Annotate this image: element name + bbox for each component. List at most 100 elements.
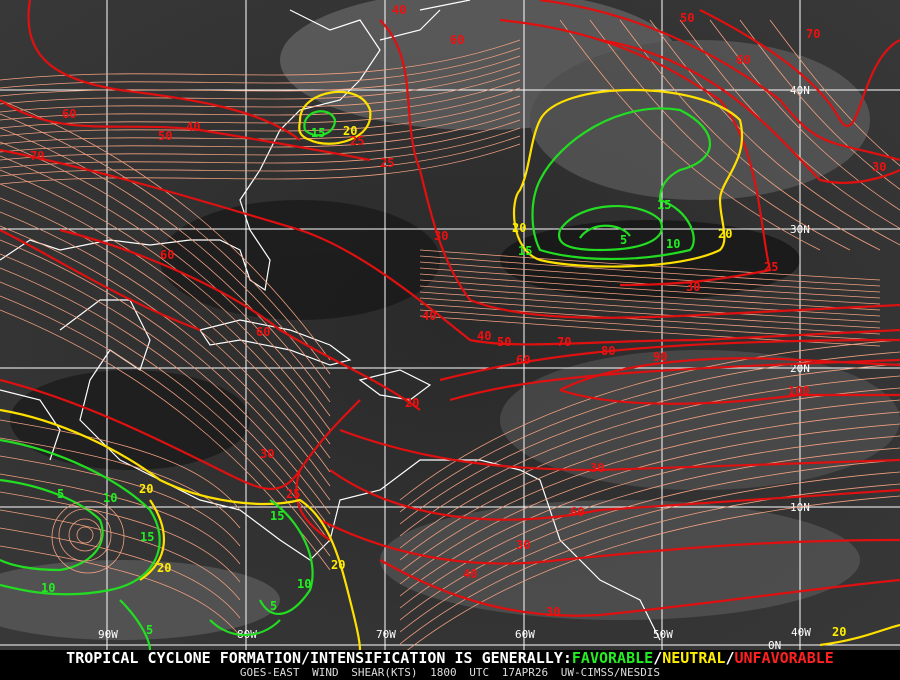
red-contour-label: 30	[590, 461, 604, 475]
streamline	[0, 119, 521, 161]
green-contour-label: 10	[297, 577, 311, 591]
red-contour-label: 70	[806, 27, 820, 41]
streamline	[0, 473, 241, 565]
streamline	[0, 225, 331, 487]
red-contour-label: 60	[570, 505, 584, 519]
source: UW-CIMSS/NESDIS	[560, 666, 661, 679]
green-contour-label: 10	[103, 491, 117, 505]
red-contour-label: 25	[286, 487, 300, 501]
streamline	[739, 19, 900, 190]
red-contour-label: 25	[380, 156, 394, 170]
streamline	[0, 509, 241, 601]
streamline	[709, 19, 900, 211]
contour-labels: 40 50 70 60 60 60 50 40 70 25 25 30 30 25 30 60 60 40 40 50…	[30, 3, 886, 639]
red-contour-label: 30	[434, 229, 448, 243]
lon-label: 70W	[376, 628, 396, 641]
streamline	[419, 267, 881, 299]
red-contour-label: 60	[160, 248, 174, 262]
streamline	[589, 19, 851, 251]
streamline	[419, 273, 881, 305]
cloud-areas	[0, 0, 900, 640]
streamline	[0, 55, 521, 97]
streamline	[419, 279, 881, 311]
streamline	[0, 71, 521, 113]
yellow-contour-label: 20	[331, 558, 345, 572]
lat-label: 0N	[768, 639, 781, 650]
lat-label: 10N	[790, 501, 810, 514]
red-contour-label: 50	[158, 129, 172, 143]
streamline	[399, 399, 900, 561]
streamline	[0, 63, 521, 105]
streamline	[0, 169, 331, 431]
time: 1800 UTC	[430, 666, 490, 679]
streamline	[419, 303, 881, 335]
streamline	[559, 19, 821, 251]
streamline	[0, 79, 521, 121]
green-contour-label: 10	[41, 581, 55, 595]
red-contour-label: 25	[764, 260, 778, 274]
cyclone-spiral	[51, 500, 125, 574]
lon-label: 40W	[791, 626, 811, 639]
streamline	[0, 111, 521, 153]
product-info: GOES-EAST WIND SHEAR(KTS) 1800 UTC 17APR…	[0, 667, 900, 679]
legend-neutral: NEUTRAL	[662, 649, 726, 667]
streamline	[0, 197, 331, 459]
red-contour-label: 90	[653, 350, 667, 364]
green-contour-label: 5	[146, 623, 153, 637]
lat-label: 20N	[790, 362, 810, 375]
streamline	[0, 527, 241, 619]
streamline	[0, 253, 331, 515]
red-contour-label: 40	[186, 120, 200, 134]
streamline	[399, 363, 900, 525]
streamline	[419, 285, 881, 317]
streamline	[0, 239, 331, 501]
red-contour-label: 100	[788, 384, 810, 398]
red-contours	[0, 0, 900, 617]
yellow-contour-label: 20	[157, 561, 171, 575]
streamline	[0, 127, 331, 389]
yellow-contours	[0, 88, 900, 650]
streamline	[0, 155, 331, 417]
green-contour-label: 5	[270, 599, 277, 613]
yellow-contour-label: 20	[512, 221, 526, 235]
red-contour-label: 40	[392, 3, 406, 17]
lon-label: 90W	[98, 628, 118, 641]
streamline	[419, 255, 881, 287]
streamline	[0, 47, 521, 89]
streamline	[419, 261, 881, 293]
legend-unfavorable: UNFAVORABLE	[734, 649, 834, 667]
lon-label: 60W	[515, 628, 535, 641]
yellow-contour-label: 20	[343, 124, 357, 138]
streamline	[399, 483, 900, 645]
red-contour-label: 30	[260, 447, 274, 461]
red-contour-label: 30	[516, 538, 530, 552]
red-contour-label: 30	[546, 605, 560, 619]
red-contour-label: 30	[872, 160, 886, 174]
streamline	[399, 423, 900, 585]
streamline	[0, 135, 521, 177]
green-contour-label: 5	[620, 233, 627, 247]
lat-label: 40N	[790, 84, 810, 97]
red-contour-label: 40	[422, 309, 436, 323]
red-contour-label: 70	[30, 149, 44, 163]
yellow-contour-label: 20	[832, 625, 846, 639]
green-contour-label: 15	[311, 126, 325, 140]
legend-footer: TROPICAL CYCLONE FORMATION/INTENSIFICATI…	[0, 650, 900, 680]
red-contour-label: 50	[497, 335, 511, 349]
streamline	[0, 141, 331, 403]
streamline	[0, 99, 331, 361]
coastlines	[0, 0, 661, 641]
streamline	[399, 375, 900, 537]
green-contour-label: 15	[657, 198, 671, 212]
red-contour-label: 30	[686, 280, 700, 294]
red-contour-label: 25	[350, 134, 364, 148]
streamline	[419, 291, 881, 323]
product-name: GOES-EAST WIND SHEAR(KTS)	[239, 666, 418, 679]
streamline	[769, 19, 900, 167]
streamline	[0, 39, 521, 81]
streamline	[407, 495, 900, 650]
streamlines	[0, 19, 900, 650]
red-contour-label: 60	[256, 325, 270, 339]
date: 17APR26	[501, 666, 549, 679]
